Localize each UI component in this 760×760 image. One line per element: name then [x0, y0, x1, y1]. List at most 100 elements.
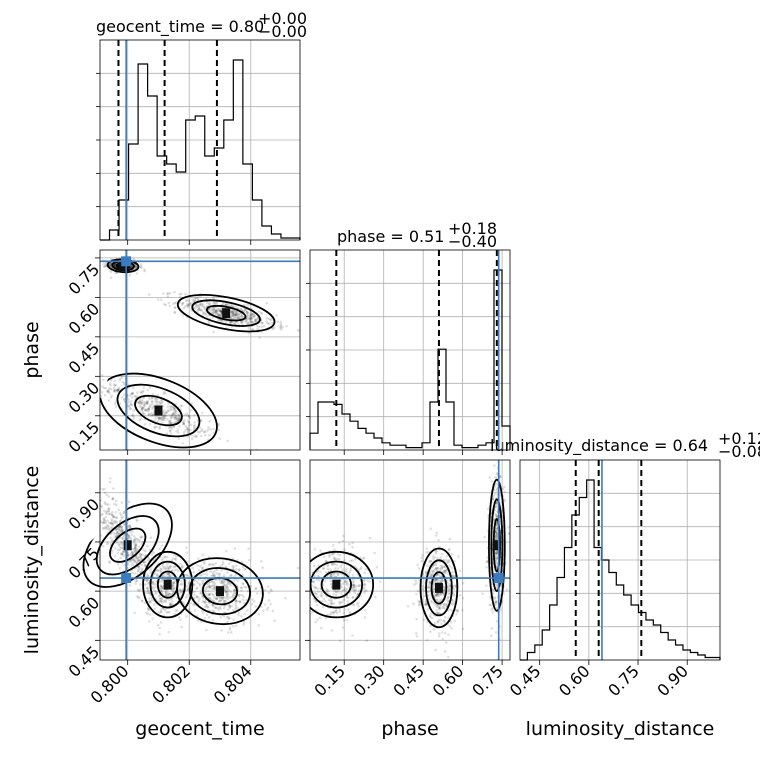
- sample-point: [362, 591, 366, 594]
- sample-point: [446, 582, 450, 585]
- title-phase: phase = 0.51: [337, 227, 444, 246]
- sample-point: [217, 595, 221, 599]
- xlabel-luminosity-distance: luminosity_distance: [526, 718, 715, 740]
- sample-point: [199, 302, 203, 305]
- sample-point: [109, 521, 112, 524]
- sample-point: [363, 578, 366, 582]
- sample-point: [178, 416, 182, 419]
- sample-point: [494, 483, 498, 486]
- sample-point: [430, 569, 434, 572]
- sample-point: [440, 631, 444, 634]
- sample-point: [130, 563, 134, 567]
- sample-point: [438, 632, 441, 635]
- sample-point: [214, 562, 218, 565]
- sample-point: [120, 529, 124, 532]
- sample-point: [178, 295, 182, 299]
- sample-point: [218, 572, 221, 575]
- sample-point: [180, 404, 184, 408]
- sample-point: [130, 392, 134, 395]
- sample-point: [438, 607, 441, 611]
- sample-point: [254, 319, 258, 322]
- sample-point: [192, 593, 196, 597]
- sample-point: [215, 597, 218, 601]
- sample-point: [174, 415, 178, 418]
- sample-point: [313, 591, 316, 595]
- sample-point: [143, 412, 146, 416]
- sample-point: [453, 619, 457, 623]
- sample-point: [224, 302, 228, 306]
- sample-point: [101, 385, 104, 388]
- sample-point: [490, 608, 493, 611]
- sample-point: [494, 552, 498, 555]
- sample-point: [322, 567, 325, 571]
- sample-point: [139, 588, 142, 591]
- sample-point: [235, 311, 238, 314]
- sample-point: [199, 434, 203, 438]
- sample-point: [439, 574, 442, 578]
- sample-point: [343, 580, 347, 583]
- sample-point: [183, 305, 187, 308]
- sample-point: [214, 308, 217, 312]
- sample-point: [250, 320, 254, 324]
- sample-point: [330, 572, 333, 576]
- sample-point: [112, 383, 116, 386]
- sample-point: [353, 588, 357, 592]
- sample-point: [251, 328, 254, 331]
- sample-point: [138, 552, 142, 555]
- sample-point: [413, 583, 416, 586]
- sample-point: [119, 525, 123, 529]
- sample-point: [158, 626, 161, 630]
- sample-point: [133, 394, 137, 398]
- sample-point: [145, 401, 148, 405]
- sample-point: [262, 324, 266, 328]
- sample-point: [420, 556, 424, 560]
- sample-point: [141, 389, 145, 393]
- sample-point: [255, 324, 259, 328]
- sample-point: [222, 583, 225, 587]
- sample-point: [140, 406, 144, 410]
- sample-point: [495, 557, 499, 561]
- sample-point: [130, 403, 134, 407]
- sample-point: [226, 570, 229, 574]
- sample-point: [416, 563, 420, 567]
- ylabel-phase: phase: [21, 321, 43, 378]
- sample-point: [127, 500, 131, 504]
- sample-point: [503, 499, 507, 503]
- sample-point: [226, 631, 230, 634]
- sample-point: [356, 584, 359, 588]
- sample-point: [201, 600, 205, 604]
- sample-point: [233, 588, 237, 592]
- sample-point: [108, 480, 112, 484]
- sample-point: [208, 593, 211, 597]
- sample-point: [229, 310, 233, 314]
- sample-point: [158, 417, 161, 421]
- sample-point: [450, 603, 454, 606]
- sample-point: [211, 604, 215, 608]
- sample-point: [230, 312, 234, 315]
- sample-point: [229, 320, 232, 324]
- sample-point: [136, 558, 140, 561]
- sample-point: [106, 519, 109, 523]
- sample-point: [286, 568, 289, 571]
- sample-point: [334, 593, 338, 597]
- sample-point: [141, 407, 144, 411]
- sample-point: [445, 571, 448, 575]
- sample-point: [231, 564, 235, 568]
- sample-point: [436, 611, 439, 615]
- sample-point: [271, 609, 275, 613]
- sample-point: [421, 553, 424, 557]
- sample-point: [297, 600, 300, 603]
- sample-point: [189, 423, 193, 427]
- sample-point: [193, 583, 196, 587]
- sample-point: [251, 321, 254, 324]
- sample-point: [335, 591, 338, 594]
- sample-point: [160, 597, 164, 600]
- sample-point: [365, 639, 369, 642]
- sample-point: [251, 315, 255, 318]
- sample-point: [319, 594, 322, 598]
- sample-point: [201, 581, 205, 584]
- sample-point: [333, 557, 337, 560]
- sample-point: [232, 579, 235, 582]
- sample-point: [429, 599, 433, 603]
